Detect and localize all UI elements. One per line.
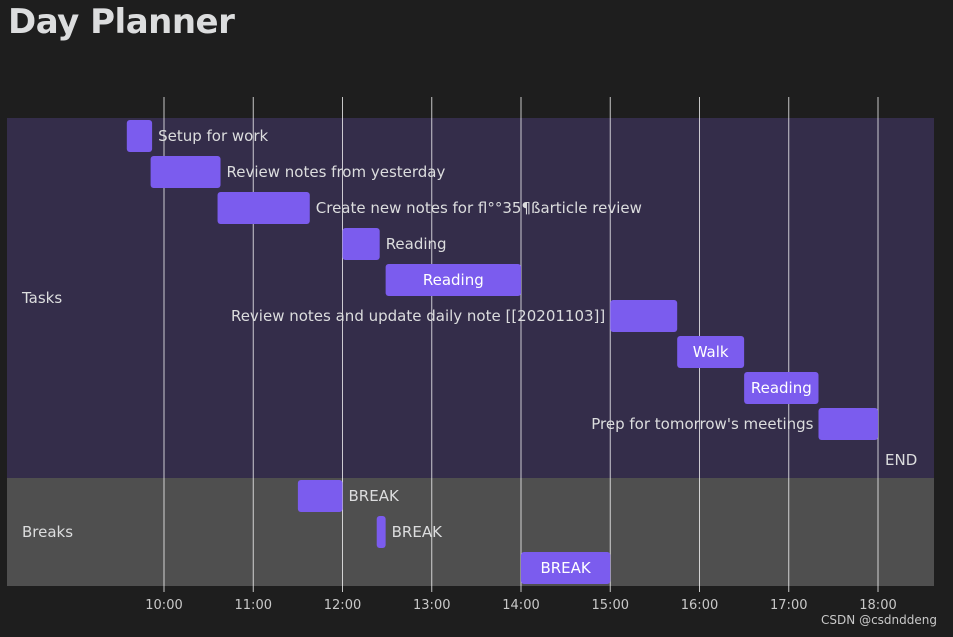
task-bar <box>385 264 521 296</box>
task-label: BREAK <box>540 559 591 577</box>
task-label: Walk <box>693 343 729 361</box>
tick-label: 14:00 <box>502 598 539 613</box>
task-label: BREAK <box>392 523 443 541</box>
tick-label: 13:00 <box>413 598 450 613</box>
task-bar <box>744 372 819 404</box>
task-label: Reading <box>751 379 812 397</box>
task-bar <box>677 336 745 368</box>
tick-label: 15:00 <box>592 598 629 613</box>
task-label: Prep for tomorrow's meetings <box>591 415 813 433</box>
task-bar <box>126 120 153 152</box>
task-bar <box>610 300 678 332</box>
task-bar <box>376 516 386 548</box>
task-label: Reading <box>423 271 484 289</box>
task-bar <box>297 480 343 512</box>
task-label: Setup for work <box>158 127 268 145</box>
section-band-breaks <box>7 478 934 586</box>
task-label: Review notes and update daily note [[202… <box>231 307 605 325</box>
task-bar <box>342 228 380 260</box>
tick-label: 12:00 <box>324 598 361 613</box>
task-label: Review notes from yesterday <box>227 163 446 181</box>
task-bar <box>217 192 310 224</box>
tick-label: 16:00 <box>681 598 718 613</box>
task-bar <box>818 408 878 440</box>
section-label-breaks: Breaks <box>22 523 73 541</box>
task-label: Reading <box>386 235 447 253</box>
page-title: Day Planner <box>8 2 235 42</box>
watermark: CSDN @csdnddeng <box>821 613 937 627</box>
task-bar <box>521 552 611 584</box>
tick-label: 10:00 <box>145 598 182 613</box>
task-bar <box>150 156 221 188</box>
section-label-tasks: Tasks <box>21 289 62 307</box>
tick-label: 17:00 <box>770 598 807 613</box>
task-label: BREAK <box>349 487 400 505</box>
tick-label: 11:00 <box>235 598 272 613</box>
task-label: Create new notes for fl°°35¶ßarticle rev… <box>316 199 642 217</box>
task-label: END <box>885 451 917 469</box>
tick-label: 18:00 <box>859 598 896 613</box>
